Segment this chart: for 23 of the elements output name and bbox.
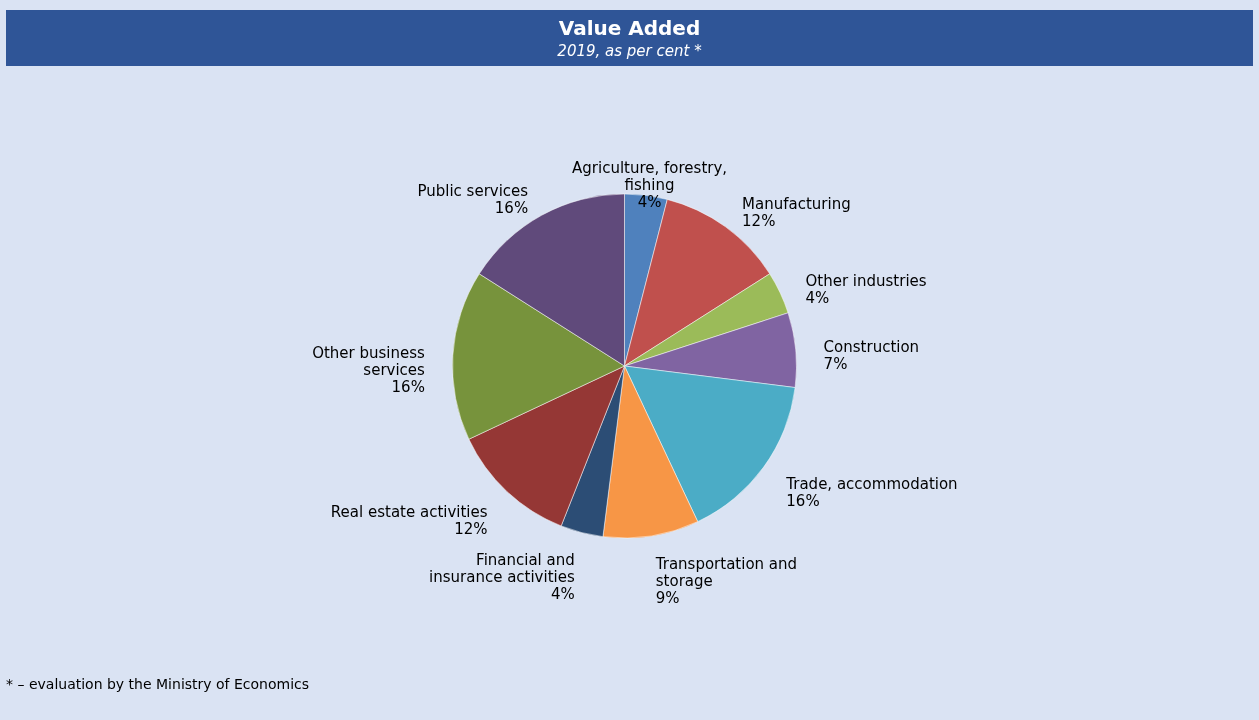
data-label: 4% <box>805 288 830 307</box>
slice-label: Real estate activities <box>330 502 488 521</box>
data-label: 12% <box>454 519 488 538</box>
data-label: 4% <box>550 584 575 603</box>
slice-label: Other industries <box>805 271 927 290</box>
slice-label: Transportation and storage <box>654 554 798 590</box>
slice-label: Construction <box>823 338 920 357</box>
slice-label: Public services <box>417 181 529 200</box>
data-label: 16% <box>786 491 820 510</box>
data-label: 16% <box>391 378 425 397</box>
slice-label: Manufacturing <box>742 195 851 214</box>
chart-title: Value Added <box>557 16 702 40</box>
data-label: 16% <box>494 198 529 217</box>
slice-label: Financial and insurance activities <box>429 550 575 586</box>
data-label: 9% <box>655 588 680 607</box>
data-label: 7% <box>823 355 848 374</box>
slice-label: Other business services <box>312 344 426 380</box>
text: * – evaluation by the Ministry of Economics <box>6 676 311 692</box>
data-label: 12% <box>742 212 776 231</box>
slice-label: Trade, accommodation <box>785 474 958 493</box>
chart-subtitle: 2019, as per cent * <box>556 42 703 60</box>
data-label: 4% <box>637 192 662 211</box>
slice-label: Agriculture, forestry, fishing <box>572 158 728 194</box>
